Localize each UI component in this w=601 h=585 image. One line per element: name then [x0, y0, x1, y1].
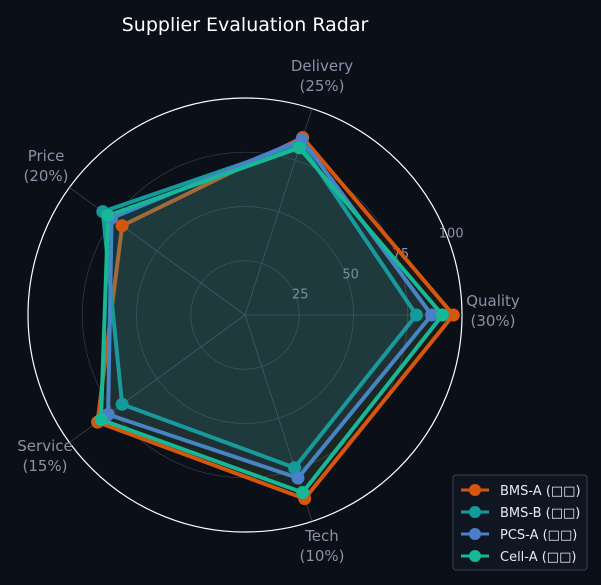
- legend-swatch-marker: [469, 506, 481, 518]
- series-point: [94, 413, 108, 427]
- legend-swatch-marker: [469, 528, 481, 540]
- series-polygon-3: [106, 137, 434, 480]
- series-point: [435, 308, 449, 322]
- legend-entry: PCS-A (□□): [500, 528, 577, 543]
- radar-axis-labels: Quality (30%) Delivery (25%) Price (20%) Servi…: [17, 57, 520, 565]
- series-point: [425, 308, 439, 322]
- legend: BMS-A (□□) BMS-B (□□) PCS-A (□□) Cell-A (□□…: [452, 474, 588, 571]
- series-point: [115, 397, 129, 411]
- series-point: [292, 141, 306, 155]
- legend-box: [452, 474, 588, 571]
- tick-label: 100: [439, 227, 464, 242]
- axis-label-quality: Quality (30%): [466, 292, 520, 330]
- axis-label-delivery: Delivery (25%): [291, 57, 353, 95]
- tick-label: 25: [292, 288, 309, 303]
- axis-label-service: Service (15%): [17, 437, 72, 475]
- legend-entry: BMS-A (□□): [500, 484, 581, 499]
- series-point: [291, 471, 305, 485]
- legend-swatch-marker: [469, 484, 481, 496]
- series-point: [115, 219, 129, 233]
- legend-entry: Cell-A (□□): [500, 550, 576, 565]
- chart-title: Supplier Evaluation Radar: [122, 14, 369, 36]
- series-point: [101, 209, 115, 223]
- series-polygon-4: [99, 145, 445, 495]
- series-point: [446, 308, 460, 322]
- axis-label-price: Price (20%): [23, 147, 68, 185]
- radar-series: [91, 131, 460, 506]
- series-point: [288, 461, 302, 475]
- series-point: [409, 308, 423, 322]
- series-point: [296, 485, 310, 499]
- legend-entry: BMS-B (□□): [500, 506, 580, 521]
- tick-label: 50: [342, 267, 359, 282]
- axis-label-tech: Tech (10%): [299, 527, 344, 565]
- legend-swatch-marker: [469, 550, 481, 562]
